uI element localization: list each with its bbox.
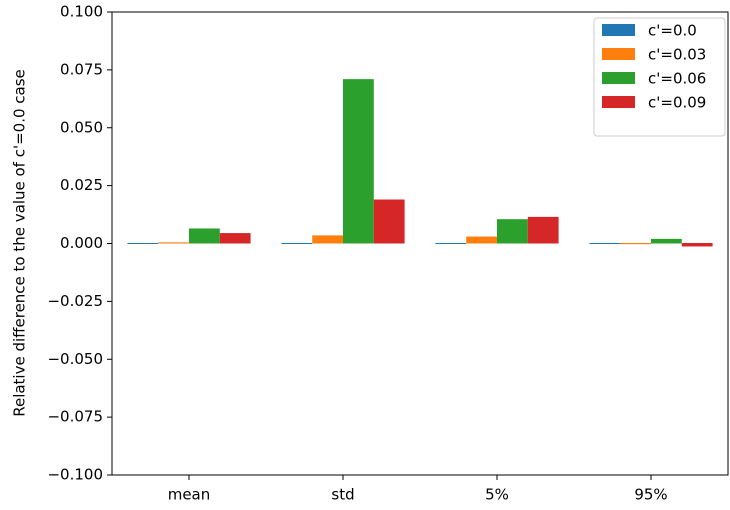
legend-label: c'=0.06 <box>648 70 706 88</box>
y-tick-label: 0.075 <box>60 60 103 78</box>
x-tick-label: mean <box>168 486 211 504</box>
x-tick-label: 95% <box>634 486 667 504</box>
legend: c'=0.0 c'=0.03 c'=0.06 c'=0.09 <box>593 17 726 137</box>
bar <box>681 243 713 247</box>
bar <box>158 242 189 244</box>
bar <box>373 199 405 244</box>
bar <box>127 243 159 244</box>
x-tick-label: 5% <box>485 486 509 504</box>
bar <box>466 236 497 244</box>
y-tick-label: 0.025 <box>60 176 103 194</box>
bar <box>219 233 251 244</box>
bar <box>527 216 559 244</box>
bar <box>589 243 621 244</box>
axes-frame <box>111 11 729 476</box>
legend-label: c'=0.03 <box>648 46 706 64</box>
y-tick-label: −0.025 <box>47 292 103 310</box>
bar <box>620 243 651 245</box>
bar <box>343 79 374 244</box>
y-tick-label: 0.100 <box>60 3 103 21</box>
y-tick-label: 0.050 <box>60 118 103 136</box>
bar <box>281 243 313 244</box>
legend-swatch <box>602 96 635 108</box>
y-tick-label: 0.000 <box>60 234 103 252</box>
legend-label: c'=0.0 <box>648 22 697 40</box>
x-tick-label: std <box>331 486 354 504</box>
y-tick-label: −0.050 <box>47 350 103 368</box>
y-tick-label: −0.100 <box>47 466 103 484</box>
bar <box>497 219 528 244</box>
bar <box>189 228 220 244</box>
legend-swatch <box>602 72 635 84</box>
bar <box>312 235 343 244</box>
legend-swatch <box>602 48 635 60</box>
y-axis-label: Relative difference to the value of c'=0… <box>11 69 29 417</box>
bar <box>651 238 682 244</box>
bar <box>435 243 467 244</box>
legend-label: c'=0.09 <box>648 94 706 112</box>
legend-swatch <box>602 24 635 36</box>
y-tick-label: −0.075 <box>47 408 103 426</box>
